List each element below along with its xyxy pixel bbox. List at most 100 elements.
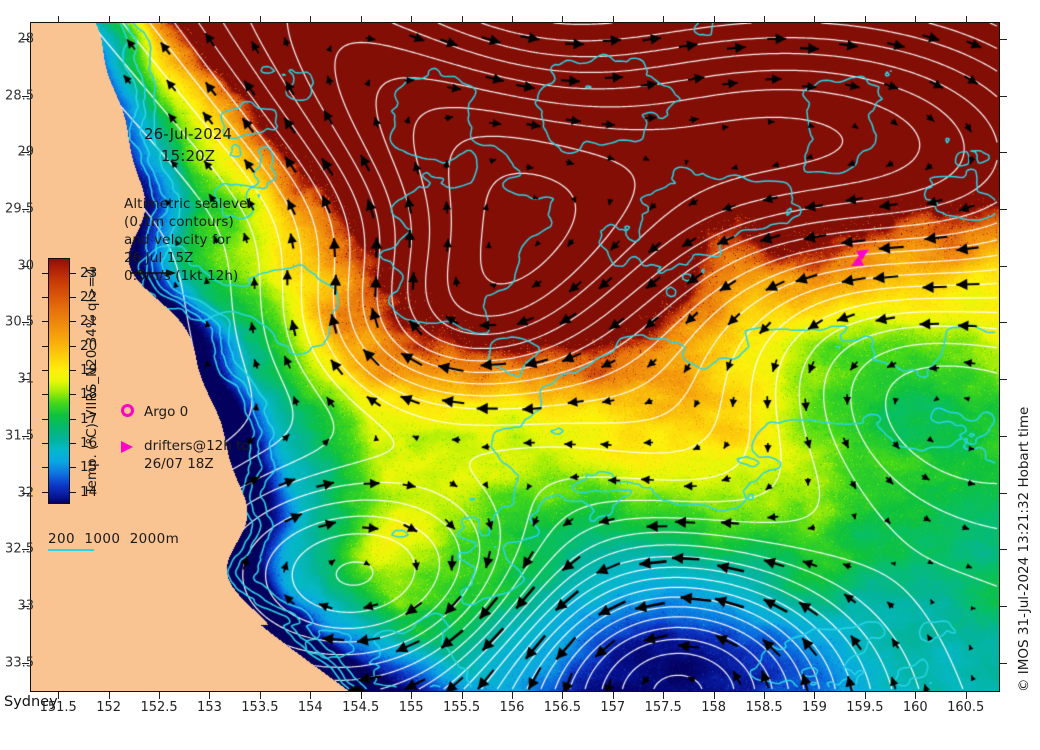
lon-tick-mark (965, 692, 967, 699)
lon-tick-label: 155 (398, 700, 424, 715)
lat-tick-label: 32.5 (5, 541, 34, 557)
lat-tick-mark (22, 208, 29, 210)
lon-tick-mark-top (461, 16, 463, 23)
copyright-text: © IMOS 31-Jul-2024 13:21:32 Hobart time (1016, 406, 1032, 692)
lon-tick-mark-top (108, 16, 110, 23)
lon-tick-mark-top (915, 16, 917, 23)
lon-tick-mark (814, 692, 816, 699)
argo-float-icon (121, 404, 134, 417)
lon-tick-mark-top (511, 16, 513, 23)
drifter-marker-icon (121, 441, 133, 453)
lon-tick-label: 153.5 (241, 700, 279, 715)
colorbar-axis-title: Temp. (°C) VIIRS_N20 34% ql>=4 (84, 267, 100, 495)
colorbar-tick-mark (42, 394, 48, 396)
lon-tick-label: 155.5 (442, 700, 481, 715)
lon-tick-mark (713, 692, 715, 699)
lon-tick-mark-top (713, 16, 715, 23)
colorbar-tick-mark (42, 345, 48, 347)
lon-tick-mark (360, 692, 362, 699)
lat-tick-mark-right (1000, 435, 1007, 437)
lon-tick-label: 151.5 (39, 700, 77, 715)
lat-tick-mark (22, 435, 29, 437)
lon-tick-mark (310, 692, 312, 699)
lat-tick-label: 31.5 (5, 428, 34, 444)
colorbar-tick-mark (42, 272, 48, 274)
lat-tick-label: 33.5 (5, 655, 34, 671)
lat-tick-mark-right (1000, 95, 1007, 97)
lat-tick-mark-right (1000, 605, 1007, 607)
colorbar-tick-mark (42, 321, 48, 323)
colorbar-gradient (48, 258, 70, 504)
lat-tick-mark (22, 95, 29, 97)
lon-tick-mark-top (259, 16, 261, 23)
lon-tick-mark (663, 692, 665, 699)
lon-tick-label: 157.5 (644, 700, 682, 715)
colorbar-tick-mark (42, 491, 48, 493)
date-stamp: 26-Jul-2024 15:20Z (144, 124, 232, 168)
date-stamp-time: 15:20Z (161, 146, 216, 165)
colorbar-tick-label: 17 (80, 410, 98, 427)
lon-tick-mark (411, 692, 413, 699)
annotation-line-2: (0.1m contours) (124, 213, 234, 230)
colorbar-tick-mark-right (70, 394, 76, 396)
lat-tick-mark (22, 152, 29, 154)
colorbar-tick-mark (42, 467, 48, 469)
lon-tick-mark (58, 692, 60, 699)
lon-tick-mark-top (663, 16, 665, 23)
lon-tick-mark (612, 692, 614, 699)
lon-tick-mark-top (864, 16, 866, 23)
colorbar-tick-mark (42, 370, 48, 372)
lon-tick-mark-top (209, 16, 211, 23)
colorbar-tick-mark (42, 296, 48, 298)
lon-tick-mark-top (58, 16, 60, 23)
colorbar-tick-mark-right (70, 443, 76, 445)
lat-tick-mark (22, 265, 29, 267)
lon-tick-mark-top (562, 16, 564, 23)
lon-tick-label: 157 (600, 700, 626, 715)
lat-tick-mark-right (1000, 208, 1007, 210)
annotation-line-3: and velocity for (124, 231, 231, 248)
lon-tick-mark-top (612, 16, 614, 23)
lon-tick-mark (562, 692, 564, 699)
lon-tick-mark (915, 692, 917, 699)
lon-tick-mark (259, 692, 261, 699)
colorbar-tick-label: 15 (80, 459, 98, 476)
lon-tick-label: 160.5 (947, 700, 985, 715)
lon-tick-mark (209, 692, 211, 699)
annotation-line-1: Altimetric sealevel (124, 196, 252, 212)
lon-tick-label: 152 (96, 700, 122, 715)
colorbar-tick-label: 18 (80, 386, 98, 403)
lon-tick-mark-top (310, 16, 312, 23)
lat-tick-mark-right (1000, 322, 1007, 324)
lon-tick-mark-top (159, 16, 161, 23)
date-stamp-date: 26-Jul-2024 (144, 125, 233, 143)
lon-tick-mark-top (360, 16, 362, 23)
lat-tick-mark-right (1000, 662, 1007, 664)
legend-drifter-line-2: 26/07 18Z (144, 455, 214, 472)
colorbar-tick-label: 22 (80, 288, 98, 305)
colorbar-tick-label: 21 (80, 313, 98, 330)
lon-tick-label: 156 (499, 700, 525, 715)
lon-tick-mark-top (965, 16, 967, 23)
lat-tick-label: 29.5 (5, 201, 34, 217)
lon-tick-label: 158 (701, 700, 727, 715)
sst-heatmap-canvas (31, 23, 999, 691)
map-plot-area[interactable] (30, 22, 1000, 692)
lat-tick-mark (22, 662, 29, 664)
lon-tick-mark-top (814, 16, 816, 23)
lon-tick-label: 154 (297, 700, 323, 715)
colorbar-tick-label: 14 (80, 483, 98, 500)
lat-tick-mark-right (1000, 549, 1007, 551)
lat-tick-mark (22, 605, 29, 607)
annotation-block: Altimetric sealevel (0.1m contours) and ve… (124, 196, 251, 286)
lon-tick-label: 153 (197, 700, 222, 715)
lon-tick-label: 159 (802, 700, 827, 715)
city-label-sydney: Sydney (4, 694, 58, 710)
lon-tick-mark (108, 692, 110, 699)
velocity-scale-arrow-icon (130, 269, 176, 277)
annotation-line-5: 0.5m/s (1kt 12h) (124, 267, 239, 284)
lat-tick-mark (22, 38, 29, 40)
lat-tick-label: 30.5 (5, 314, 34, 330)
lon-tick-label: 159.5 (846, 700, 884, 715)
colorbar-tick-mark-right (70, 491, 76, 493)
